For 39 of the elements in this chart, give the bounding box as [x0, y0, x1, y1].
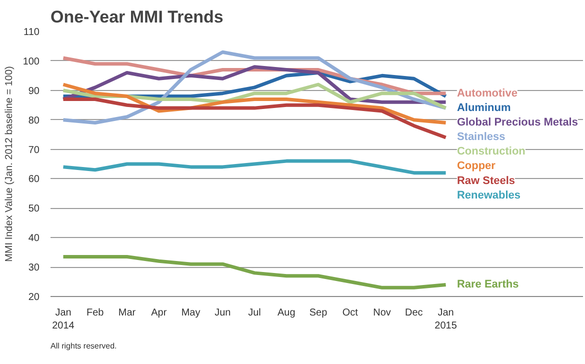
- x-tick-label: Dec: [405, 308, 423, 318]
- line-series: [62, 159, 448, 175]
- y-tick-label: 80: [28, 115, 40, 126]
- chart-title: One-Year MMI Trends: [50, 8, 224, 26]
- series-label: Aluminum: [456, 102, 511, 114]
- x-tick-label: Apr: [151, 308, 168, 318]
- x-tick-label: Jan 2015: [434, 308, 458, 332]
- x-tick-label: Jul: [248, 308, 261, 318]
- y-tick-label: 110: [24, 27, 40, 38]
- x-tick-label: May: [181, 308, 200, 318]
- x-tick-label: Mar: [118, 308, 136, 318]
- line-series: [62, 50, 448, 125]
- y-tick-label: 100: [22, 56, 40, 68]
- y-tick-label: 90: [28, 86, 40, 97]
- y-tick-label: 30: [28, 262, 40, 274]
- line-series: [62, 97, 448, 140]
- y-tick-label: 70: [28, 144, 40, 156]
- y-tick-label: 60: [28, 174, 40, 186]
- x-tick-label: Aug: [278, 308, 296, 318]
- x-tick-label: Jun: [214, 308, 231, 318]
- series-label: Automotive: [456, 87, 518, 100]
- text: Raw Steels: [456, 174, 516, 187]
- y-tick-label: 40: [28, 233, 40, 244]
- text: All rights reserved.: [50, 342, 117, 350]
- line-series: [62, 255, 448, 290]
- series-label: Rare Earths: [456, 278, 519, 291]
- x-tick-label: Feb: [86, 308, 104, 318]
- y-tick-label: 20: [28, 292, 40, 303]
- x-tick-label: Jan 2014: [52, 308, 75, 332]
- y-axis-title: MMI Index Value (Jan. 2012 baseline = 100): [4, 66, 15, 262]
- x-tick-label: Sep: [309, 308, 328, 318]
- x-tick-label: Oct: [342, 308, 358, 318]
- series-label: Renewables: [456, 189, 521, 202]
- text: Construction: [456, 146, 526, 158]
- text: Copper: [456, 160, 496, 172]
- x-tick-label: Nov: [373, 308, 391, 318]
- y-tick-label: 50: [28, 204, 40, 215]
- series-label: Global Precious Metals: [456, 116, 578, 128]
- text: Stainless: [456, 131, 506, 144]
